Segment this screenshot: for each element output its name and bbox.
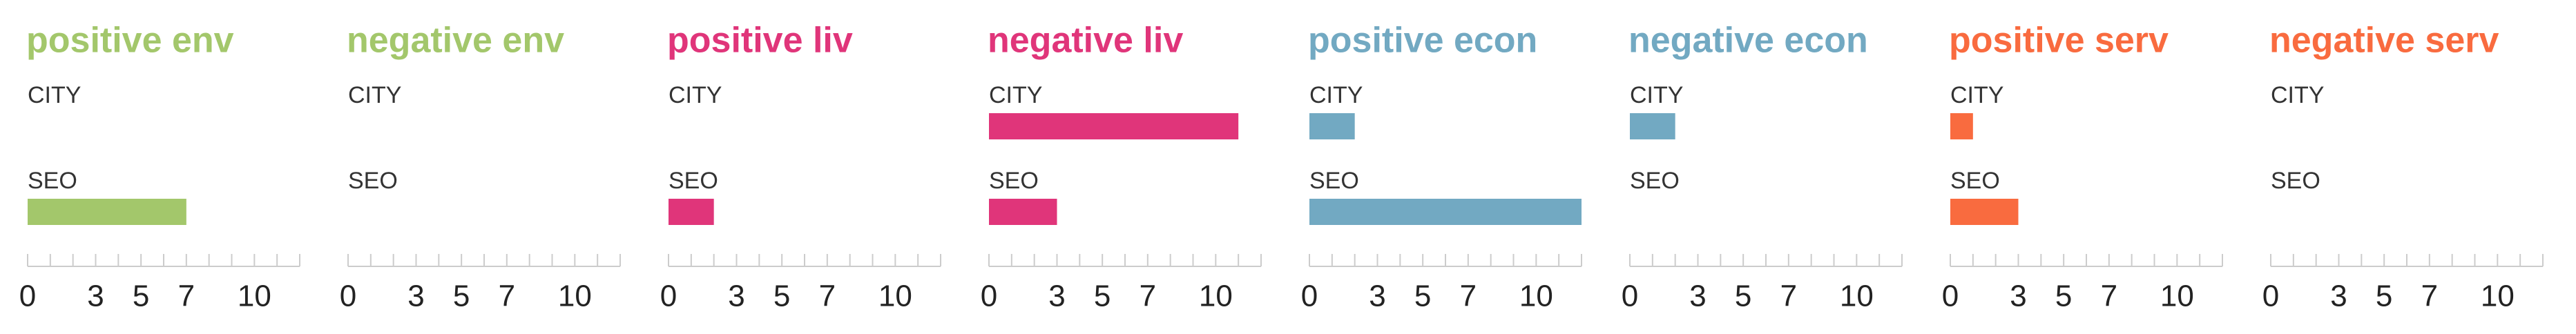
category-label: CITY (1950, 82, 2003, 108)
category-label: CITY (1630, 82, 1683, 108)
x-tick-label: 7 (2421, 279, 2438, 313)
x-tick-label: 0 (2262, 279, 2279, 313)
x-tick-label: 5 (453, 279, 470, 313)
x-tick-label: 7 (1140, 279, 1156, 313)
x-tick-label: 10 (878, 279, 912, 313)
x-tick-label: 0 (19, 279, 36, 313)
bar (1309, 199, 1582, 225)
x-tick-label: 3 (87, 279, 104, 313)
x-tick-label: 3 (1689, 279, 1706, 313)
x-tick-label: 3 (1048, 279, 1065, 313)
category-label: SEO (1309, 168, 1359, 194)
x-tick-label: 7 (178, 279, 195, 313)
x-tick-label: 5 (773, 279, 790, 313)
x-tick-label: 5 (2376, 279, 2392, 313)
x-tick-label: 10 (2481, 279, 2515, 313)
bar (1950, 199, 2019, 225)
panel-title: positive liv (667, 21, 853, 61)
x-tick-label: 3 (2010, 279, 2026, 313)
panel-title: negative liv (988, 21, 1183, 61)
bar (1309, 113, 1355, 139)
category-label: SEO (989, 168, 1039, 194)
x-tick-label: 7 (1460, 279, 1477, 313)
category-label: SEO (1630, 168, 1680, 194)
bar (28, 199, 186, 225)
x-tick-label: 10 (238, 279, 271, 313)
x-tick-label: 5 (1094, 279, 1111, 313)
category-label: SEO (28, 168, 77, 194)
x-tick-label: 7 (499, 279, 515, 313)
x-tick-label: 5 (2055, 279, 2072, 313)
x-tick-label: 0 (981, 279, 997, 313)
panel-title: positive env (26, 21, 234, 61)
x-tick-label: 0 (1942, 279, 1959, 313)
x-tick-label: 3 (728, 279, 744, 313)
category-label: SEO (348, 168, 398, 194)
x-tick-label: 0 (1622, 279, 1638, 313)
bar (989, 113, 1239, 139)
panel-title: positive econ (1308, 21, 1537, 61)
x-tick-label: 7 (1780, 279, 1797, 313)
panel-title: negative serv (2269, 21, 2499, 61)
panel-title: positive serv (1949, 21, 2169, 61)
x-tick-label: 5 (1414, 279, 1431, 313)
bar (669, 199, 714, 225)
x-tick-label: 10 (2160, 279, 2194, 313)
x-tick-label: 3 (1369, 279, 1385, 313)
bar (1950, 113, 1973, 139)
x-tick-label: 0 (1301, 279, 1318, 313)
panel-title: negative econ (1628, 21, 1868, 61)
x-tick-label: 3 (407, 279, 424, 313)
x-tick-label: 10 (1199, 279, 1233, 313)
x-tick-label: 10 (558, 279, 592, 313)
x-tick-label: 3 (2330, 279, 2347, 313)
category-label: CITY (348, 82, 401, 108)
category-label: CITY (989, 82, 1042, 108)
bar (1630, 113, 1675, 139)
x-tick-label: 7 (819, 279, 836, 313)
category-label: SEO (669, 168, 718, 194)
category-label: CITY (669, 82, 722, 108)
category-label: CITY (1309, 82, 1363, 108)
x-tick-label: 5 (133, 279, 149, 313)
x-tick-label: 0 (340, 279, 356, 313)
x-tick-label: 10 (1519, 279, 1553, 313)
x-tick-label: 10 (1840, 279, 1874, 313)
category-label: CITY (28, 82, 81, 108)
category-label: SEO (2271, 168, 2320, 194)
bar (989, 199, 1057, 225)
x-tick-label: 0 (660, 279, 677, 313)
category-label: SEO (1950, 168, 2000, 194)
x-tick-label: 7 (2101, 279, 2117, 313)
panel-title: negative env (347, 21, 564, 61)
x-tick-label: 5 (1735, 279, 1751, 313)
category-label: CITY (2271, 82, 2324, 108)
